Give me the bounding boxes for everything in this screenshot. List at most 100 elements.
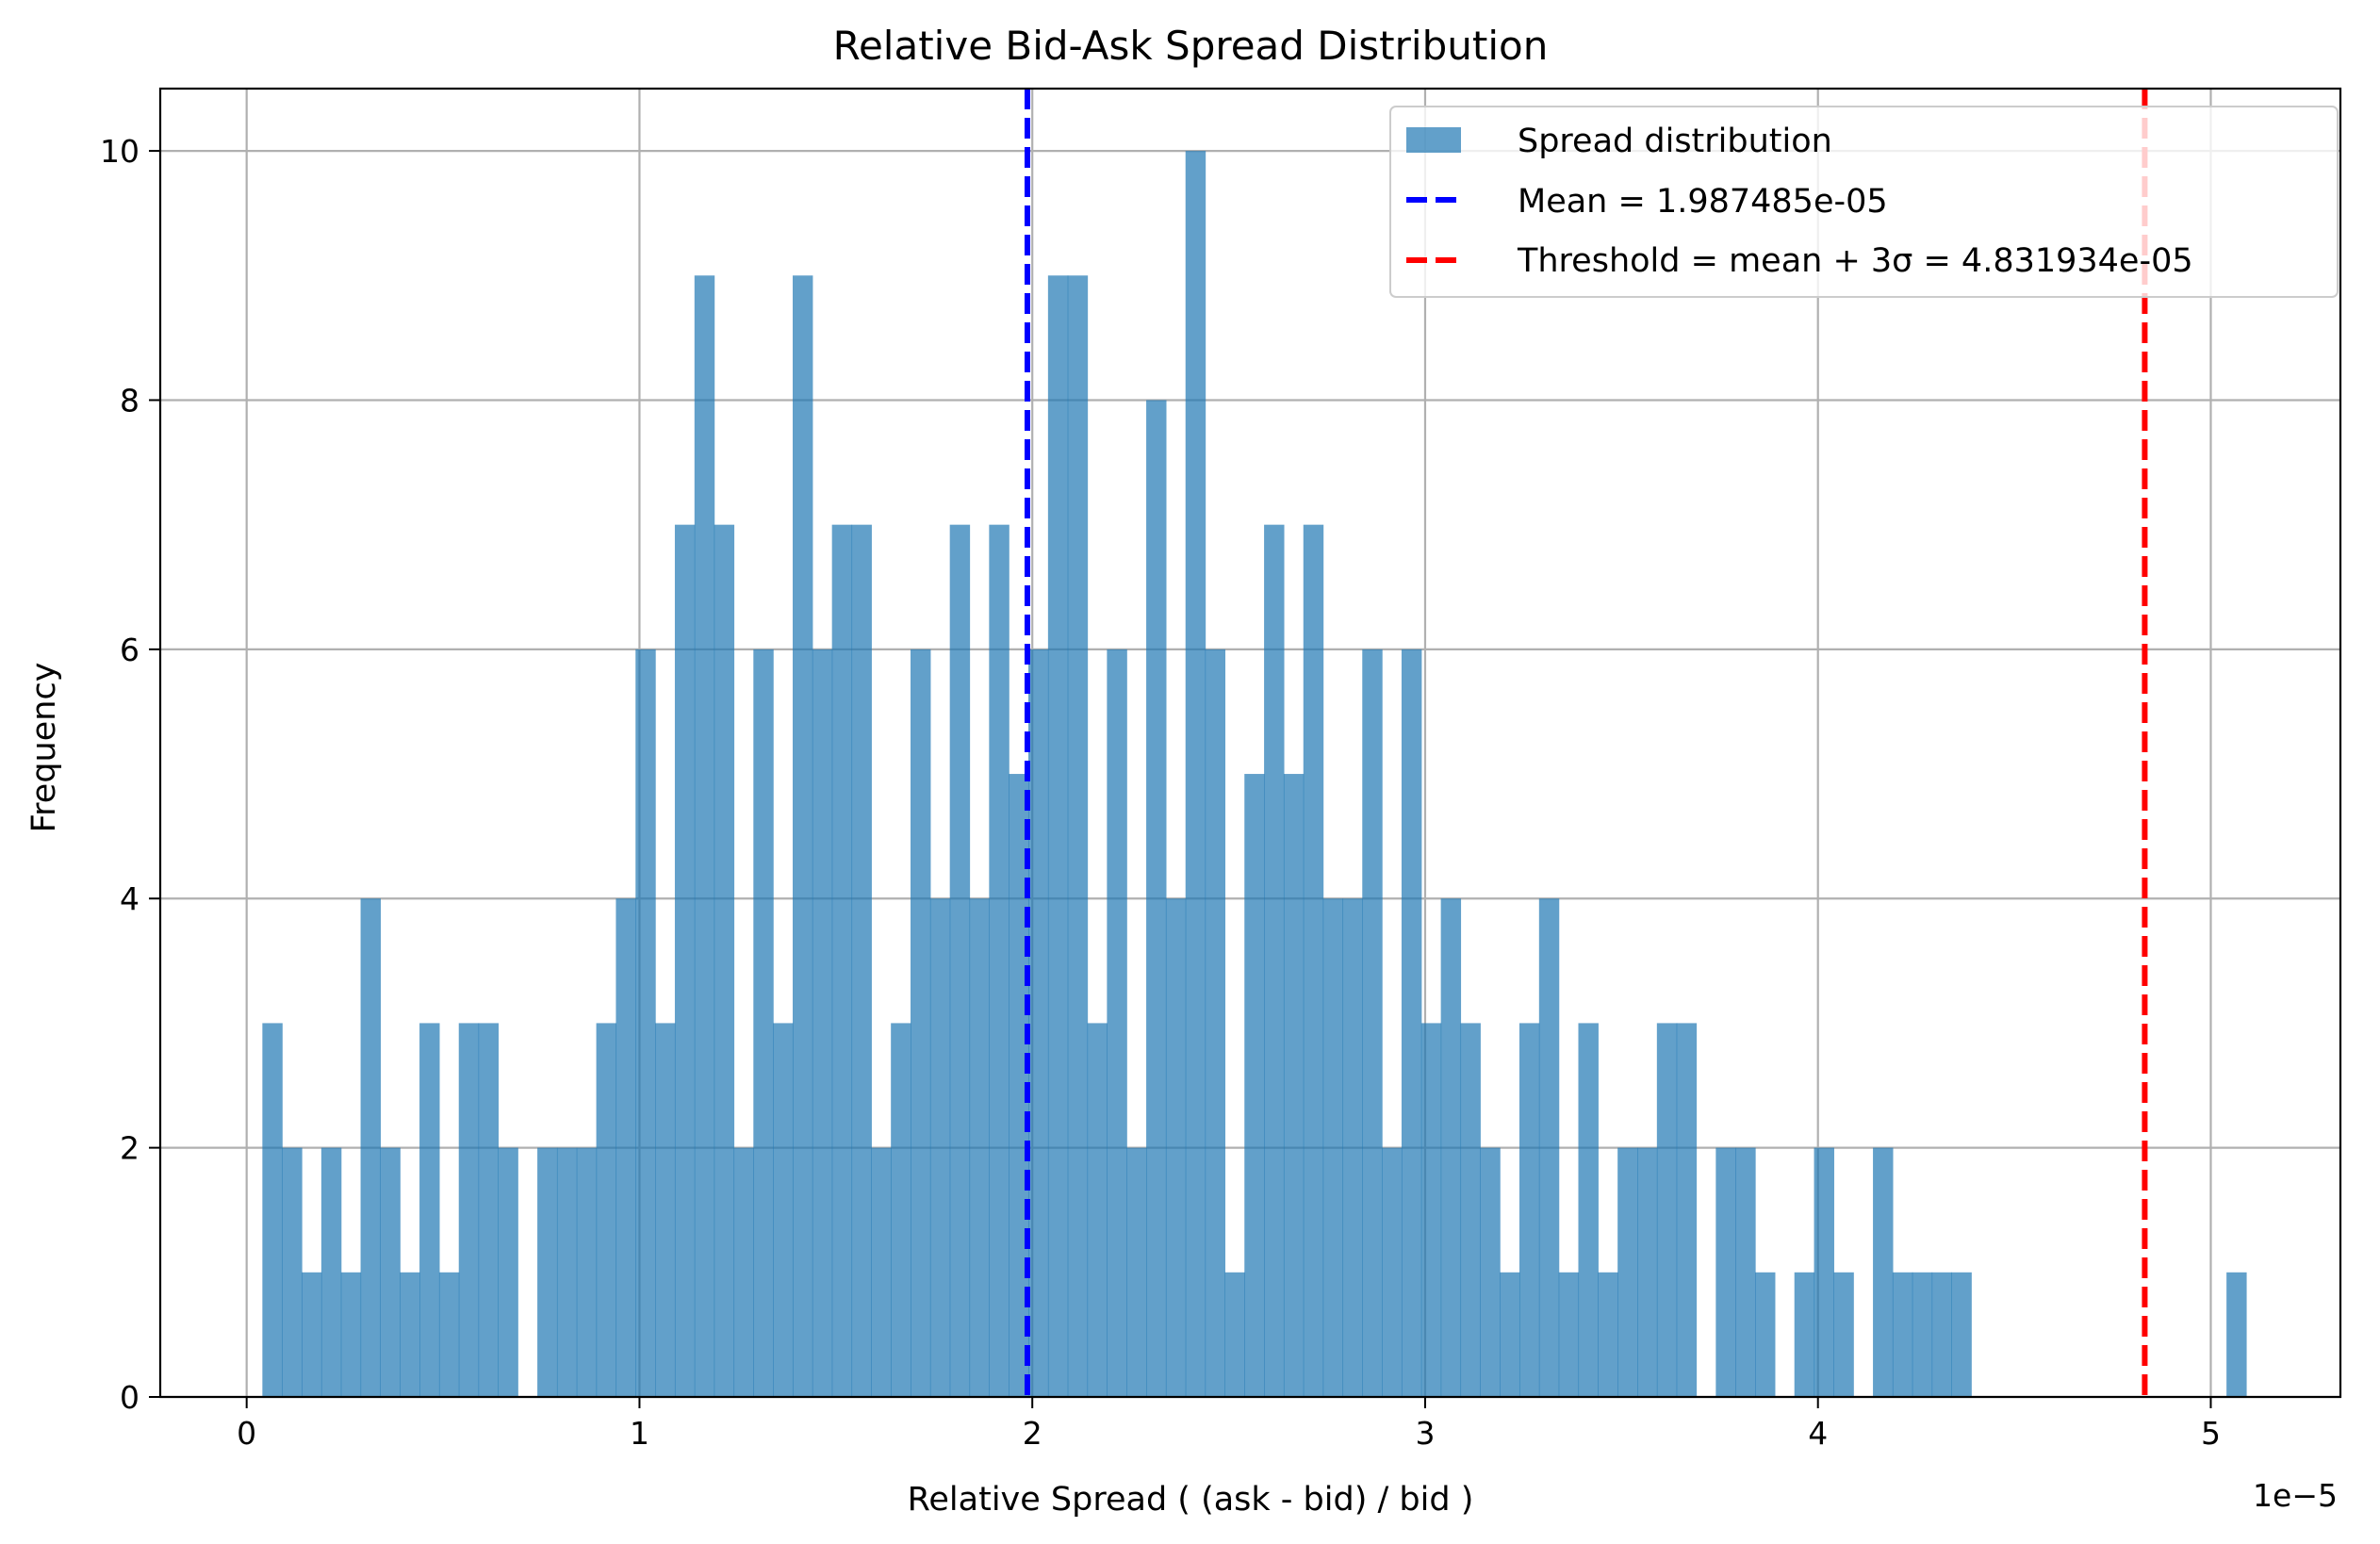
histogram-bar: [1146, 400, 1167, 1397]
histogram-bar: [1009, 774, 1029, 1397]
histogram-bar: [1460, 1023, 1481, 1397]
histogram-bar: [1617, 1147, 1638, 1397]
histogram-bar: [949, 524, 971, 1397]
histogram-bar: [438, 1272, 460, 1397]
histogram-bar: [320, 1147, 342, 1397]
legend-box: [1389, 106, 2339, 298]
histogram-bar: [1814, 1147, 1834, 1397]
histogram-bar: [302, 1272, 322, 1397]
histogram-bar: [1382, 1147, 1403, 1397]
y-tick-label: 2: [120, 1130, 140, 1167]
histogram-bar: [1755, 1272, 1776, 1397]
histogram-bar: [1362, 649, 1383, 1397]
histogram-bar: [1205, 649, 1226, 1397]
histogram-bar: [1224, 1272, 1245, 1397]
y-tick-label: 4: [120, 880, 140, 917]
y-tick-label: 10: [100, 133, 140, 170]
histogram-bar: [635, 649, 656, 1397]
histogram-bar: [792, 275, 813, 1398]
histogram-bar: [1067, 275, 1089, 1398]
histogram-bar: [1283, 774, 1305, 1397]
histogram-bar: [1440, 898, 1462, 1397]
histogram-bar: [733, 1147, 754, 1397]
histogram-bar: [871, 1147, 892, 1397]
histogram-bar: [360, 898, 381, 1397]
histogram-bar: [1578, 1023, 1599, 1397]
histogram-bar: [1480, 1147, 1501, 1397]
histogram-bar: [1087, 1023, 1108, 1397]
legend-swatch-spread: [1406, 127, 1461, 153]
histogram-bar: [556, 1147, 578, 1397]
histogram-bar: [969, 898, 990, 1397]
histogram-bar: [1951, 1272, 1972, 1397]
histogram-bar: [1637, 1147, 1658, 1397]
histogram-bar: [458, 1023, 480, 1397]
histogram-bar: [537, 1147, 558, 1397]
histogram-bar: [1538, 898, 1560, 1397]
chart-title: Relative Bid-Ask Spread Distribution: [833, 23, 1549, 69]
histogram-bar: [1892, 1272, 1913, 1397]
histogram-bar: [773, 1023, 794, 1397]
legend: Spread distribution Mean = 1.987485e-05 …: [1389, 106, 2339, 298]
histogram-bar: [1047, 275, 1069, 1398]
histogram-bar: [989, 524, 1009, 1397]
histogram-bar: [1656, 1023, 1678, 1397]
histogram-bar: [714, 524, 735, 1397]
histogram-bar: [674, 524, 696, 1397]
histogram-bar: [753, 649, 774, 1397]
histogram-bar: [1518, 1023, 1540, 1397]
x-tick-label: 4: [1808, 1415, 1828, 1452]
histogram-bar: [419, 1023, 440, 1397]
reference-lines: [1024, 89, 2148, 1397]
histogram-bars: [262, 151, 2247, 1398]
histogram-bar: [1303, 524, 1324, 1397]
histogram-bar: [891, 1023, 911, 1397]
histogram-bar: [1342, 898, 1363, 1397]
histogram-bar: [911, 649, 931, 1397]
histogram-bar: [1598, 1272, 1618, 1397]
histogram-bar: [1873, 1147, 1894, 1397]
x-axis-label: Relative Spread ( (ask - bid) / bid ): [908, 1481, 1474, 1519]
x-tick-label: 0: [237, 1415, 256, 1452]
histogram-bar: [380, 1147, 401, 1397]
histogram-bar: [1420, 1023, 1442, 1397]
y-tick-label: 6: [120, 632, 140, 668]
y-axis-label: Frequency: [25, 663, 63, 833]
x-tick-label: 2: [1023, 1415, 1042, 1452]
histogram-bar: [1931, 1272, 1953, 1397]
axis-ticks: 0 1 2 3 4 5 0 2 4 6 8 10: [100, 133, 2221, 1452]
histogram-bar: [498, 1147, 518, 1397]
legend-label-spread: Spread distribution: [1518, 123, 1832, 160]
histogram-bar: [282, 1147, 303, 1397]
histogram-bar: [1401, 649, 1422, 1397]
histogram-bar: [2226, 1272, 2247, 1397]
plot-frame: [158, 87, 2342, 1399]
histogram-bar: [694, 275, 715, 1398]
histogram-bar: [1126, 1147, 1147, 1397]
histogram-bar: [1165, 898, 1187, 1397]
histogram-bar: [340, 1272, 362, 1397]
x-tick-label: 5: [2201, 1415, 2221, 1452]
histogram-bar: [1264, 524, 1285, 1397]
histogram-bar: [478, 1023, 500, 1397]
x-axis-offset-label: 1e−5: [2253, 1477, 2338, 1514]
histogram-bar: [1322, 898, 1344, 1397]
histogram-bar: [812, 649, 833, 1397]
histogram-bar: [1244, 774, 1265, 1397]
histogram-bar: [929, 898, 951, 1397]
histogram-bar: [655, 1023, 676, 1397]
histogram-bar: [1912, 1272, 1933, 1397]
x-tick-label: 1: [630, 1415, 649, 1452]
x-tick-label: 3: [1415, 1415, 1435, 1452]
histogram-bar: [831, 524, 853, 1397]
histogram-bar: [1676, 1023, 1698, 1397]
y-tick-label: 8: [120, 382, 140, 419]
histogram-bar: [851, 524, 872, 1397]
histogram-bar: [1500, 1272, 1520, 1397]
histogram-bar: [1833, 1272, 1854, 1397]
histogram-bar: [400, 1272, 420, 1397]
histogram-bar: [576, 1147, 598, 1397]
histogram-bar: [1558, 1272, 1580, 1397]
histogram-bar: [1107, 649, 1127, 1397]
histogram-bar: [596, 1023, 617, 1397]
